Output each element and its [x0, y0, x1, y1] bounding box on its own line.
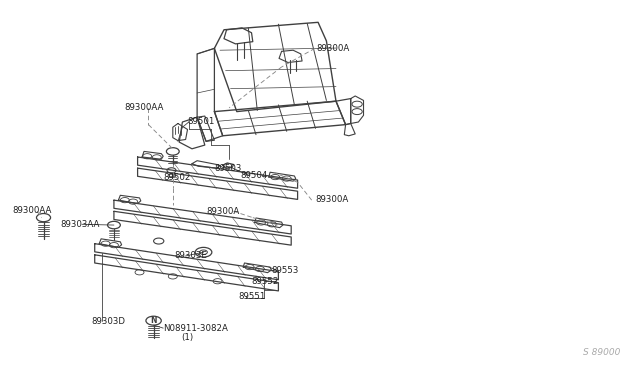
- Text: 89300A: 89300A: [206, 207, 239, 216]
- Text: 89551: 89551: [238, 292, 266, 301]
- Text: 89552: 89552: [252, 278, 279, 286]
- Text: 89503: 89503: [214, 164, 242, 173]
- Text: 89553: 89553: [271, 266, 299, 275]
- Text: 89300AA: 89300AA: [125, 103, 164, 112]
- Text: S 89000: S 89000: [584, 348, 621, 357]
- Text: 89300A: 89300A: [317, 44, 350, 53]
- Text: N08911-3082A: N08911-3082A: [163, 324, 228, 333]
- Text: 89303D: 89303D: [91, 317, 125, 326]
- Text: 89303AA: 89303AA: [61, 220, 100, 229]
- Text: 89504: 89504: [240, 171, 268, 180]
- Text: (1): (1): [181, 333, 193, 342]
- Text: 89303E: 89303E: [174, 251, 207, 260]
- Text: 89501: 89501: [187, 117, 214, 126]
- Text: N: N: [150, 316, 157, 325]
- Text: 89502: 89502: [164, 173, 191, 182]
- Text: 89300AA: 89300AA: [13, 206, 52, 215]
- Text: 89300A: 89300A: [315, 195, 348, 204]
